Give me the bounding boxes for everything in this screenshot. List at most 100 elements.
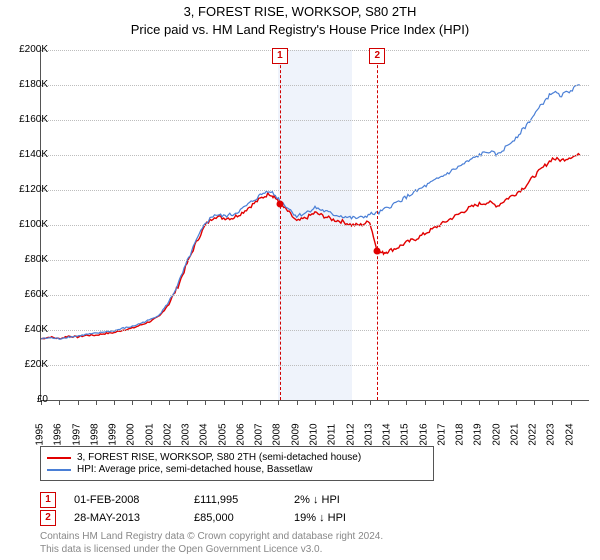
gridline	[41, 260, 589, 261]
x-axis-label: 2000	[126, 420, 137, 450]
sale-marker-badge: 1	[272, 48, 288, 64]
x-axis-label: 2016	[418, 420, 429, 450]
gridline	[41, 155, 589, 156]
x-axis-label: 2014	[382, 420, 393, 450]
sale-row-price: £85,000	[194, 512, 294, 524]
y-axis-label: £160K	[2, 114, 48, 125]
x-axis-label: 2007	[254, 420, 265, 450]
x-tick	[352, 400, 353, 405]
gridline	[41, 225, 589, 226]
x-tick	[571, 400, 572, 405]
gridline	[41, 365, 589, 366]
x-tick	[96, 400, 97, 405]
x-tick	[388, 400, 389, 405]
gridline	[41, 85, 589, 86]
x-tick	[461, 400, 462, 405]
y-axis-label: £60K	[2, 289, 48, 300]
footnote: Contains HM Land Registry data © Crown c…	[40, 531, 383, 556]
sale-row-date: 01-FEB-2008	[74, 494, 194, 506]
x-axis-label: 1998	[89, 420, 100, 450]
x-tick	[169, 400, 170, 405]
sale-row-price: £111,995	[194, 494, 294, 506]
x-tick	[242, 400, 243, 405]
x-axis-label: 2001	[144, 420, 155, 450]
x-tick	[443, 400, 444, 405]
chart-title-main: 3, FOREST RISE, WORKSOP, S80 2TH	[0, 4, 600, 19]
x-axis-label: 2012	[345, 420, 356, 450]
sale-row-diff: 19% ↓ HPI	[294, 512, 414, 524]
x-axis-label: 2002	[162, 420, 173, 450]
x-axis-label: 1997	[71, 420, 82, 450]
y-axis-label: £80K	[2, 254, 48, 265]
x-tick	[516, 400, 517, 405]
gridline	[41, 190, 589, 191]
gridline	[41, 120, 589, 121]
legend-item: HPI: Average price, semi-detached house,…	[47, 464, 427, 475]
sale-marker-line	[280, 50, 281, 400]
gridline	[41, 50, 589, 51]
x-tick	[297, 400, 298, 405]
x-axis-label: 2004	[199, 420, 210, 450]
x-axis-label: 2013	[363, 420, 374, 450]
footnote-line-2: This data is licensed under the Open Gov…	[40, 544, 322, 555]
y-axis-label: £100K	[2, 219, 48, 230]
sale-row-diff: 2% ↓ HPI	[294, 494, 414, 506]
chart-frame: { "title_main": "3, FOREST RISE, WORKSOP…	[0, 0, 600, 560]
legend-item: 3, FOREST RISE, WORKSOP, S80 2TH (semi-d…	[47, 452, 427, 463]
legend-swatch	[47, 469, 71, 471]
x-axis-label: 1999	[108, 420, 119, 450]
sale-row-badge: 2	[40, 510, 56, 526]
y-axis-label: £180K	[2, 79, 48, 90]
x-axis-label: 2003	[181, 420, 192, 450]
y-axis-label: £200K	[2, 44, 48, 55]
x-axis-label: 2023	[546, 420, 557, 450]
x-axis-label: 2010	[309, 420, 320, 450]
x-axis-label: 2021	[509, 420, 520, 450]
x-axis-label: 2024	[564, 420, 575, 450]
x-axis-label: 2018	[455, 420, 466, 450]
x-tick	[552, 400, 553, 405]
x-tick	[205, 400, 206, 405]
x-tick	[425, 400, 426, 405]
x-axis-label: 2011	[327, 420, 338, 450]
x-axis-label: 2006	[235, 420, 246, 450]
x-axis-label: 2005	[217, 420, 228, 450]
legend-box: 3, FOREST RISE, WORKSOP, S80 2TH (semi-d…	[40, 446, 434, 481]
x-axis-label: 2015	[400, 420, 411, 450]
y-axis-label: £120K	[2, 184, 48, 195]
gridline	[41, 295, 589, 296]
sale-row: 2 28-MAY-2013£85,00019% ↓ HPI	[40, 510, 588, 526]
x-tick	[151, 400, 152, 405]
x-tick	[114, 400, 115, 405]
x-axis-label: 2017	[436, 420, 447, 450]
gridline	[41, 330, 589, 331]
x-tick	[406, 400, 407, 405]
series-line	[41, 85, 580, 339]
plot-area: 12	[40, 50, 589, 401]
x-tick	[78, 400, 79, 405]
x-tick	[59, 400, 60, 405]
x-axis-label: 2008	[272, 420, 283, 450]
x-tick	[278, 400, 279, 405]
x-axis-label: 2009	[290, 420, 301, 450]
x-axis-label: 1995	[35, 420, 46, 450]
x-tick	[479, 400, 480, 405]
sale-marker-dot	[374, 248, 381, 255]
sale-row-date: 28-MAY-2013	[74, 512, 194, 524]
x-axis-label: 1996	[53, 420, 64, 450]
x-tick	[498, 400, 499, 405]
x-tick	[534, 400, 535, 405]
sale-marker-badge: 2	[369, 48, 385, 64]
legend-label: HPI: Average price, semi-detached house,…	[77, 464, 313, 475]
sale-row: 1 01-FEB-2008£111,9952% ↓ HPI	[40, 492, 588, 508]
sale-marker-line	[377, 50, 378, 400]
x-tick	[224, 400, 225, 405]
chart-title-sub: Price paid vs. HM Land Registry's House …	[0, 22, 600, 37]
series-line	[41, 154, 580, 339]
legend-swatch	[47, 457, 71, 459]
y-axis-label: £40K	[2, 324, 48, 335]
footnote-line-1: Contains HM Land Registry data © Crown c…	[40, 531, 383, 542]
x-tick	[132, 400, 133, 405]
sale-row-badge: 1	[40, 492, 56, 508]
y-axis-label: £0	[2, 394, 48, 405]
